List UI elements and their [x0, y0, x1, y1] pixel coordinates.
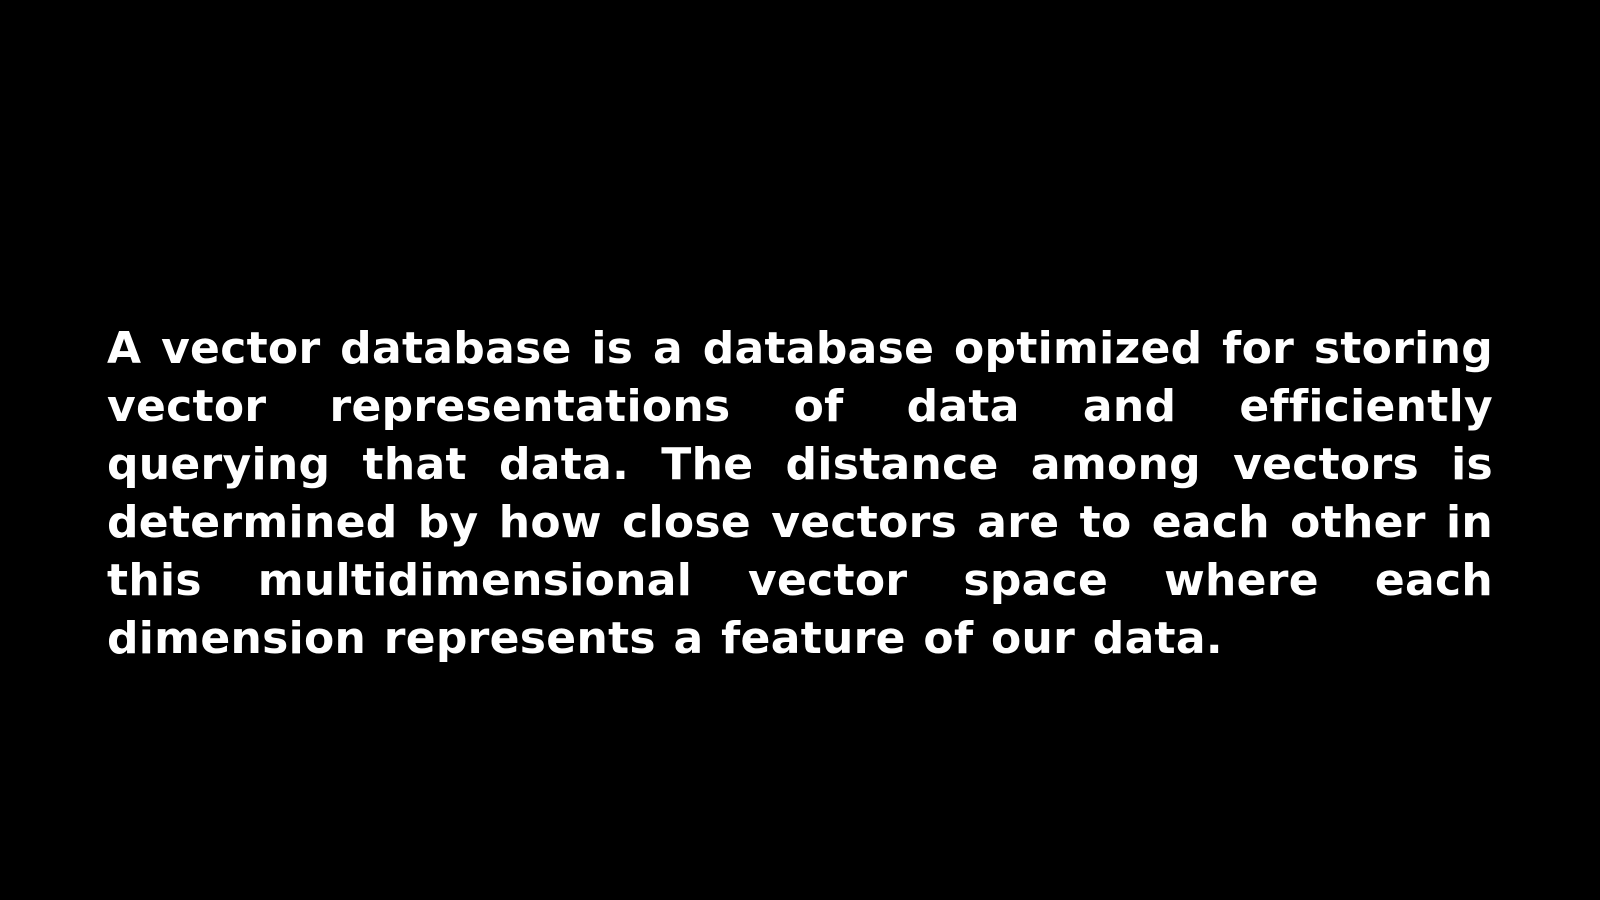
definition-paragraph: A vector database is a database optimize… — [107, 323, 1493, 664]
